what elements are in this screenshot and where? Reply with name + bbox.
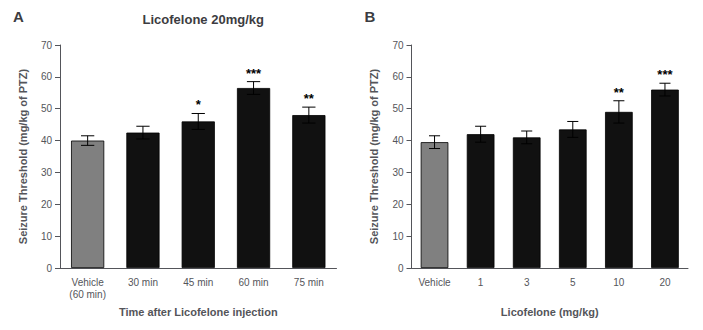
svg-text:**: ** (304, 91, 315, 106)
svg-text:10: 10 (613, 277, 625, 288)
svg-text:A: A (13, 8, 24, 25)
svg-text:Time after Licofelone injectio: Time after Licofelone injection (119, 306, 278, 318)
svg-text:B: B (365, 8, 376, 25)
svg-text:***: *** (657, 67, 673, 82)
svg-text:70: 70 (41, 40, 53, 51)
svg-text:30 min: 30 min (128, 277, 158, 288)
svg-text:Seizure Threshold (mg/kg of PT: Seizure Threshold (mg/kg of PTZ) (17, 68, 29, 244)
svg-text:Vehicle: Vehicle (72, 277, 105, 288)
svg-text:**: ** (614, 85, 625, 100)
svg-text:50: 50 (392, 103, 404, 114)
svg-text:1: 1 (478, 277, 484, 288)
svg-text:20: 20 (659, 277, 671, 288)
svg-text:45 min: 45 min (183, 277, 213, 288)
svg-text:5: 5 (570, 277, 576, 288)
svg-text:***: *** (246, 66, 262, 81)
svg-text:(60 min): (60 min) (69, 289, 106, 300)
svg-text:Licofelone (mg/kg): Licofelone (mg/kg) (501, 306, 599, 318)
svg-text:60: 60 (392, 71, 404, 82)
svg-text:0: 0 (46, 263, 52, 274)
svg-text:60: 60 (41, 71, 53, 82)
svg-text:20: 20 (392, 199, 404, 210)
svg-text:20: 20 (41, 199, 53, 210)
svg-text:10: 10 (392, 231, 404, 242)
svg-text:*: * (196, 97, 202, 112)
svg-text:40: 40 (392, 135, 404, 146)
svg-text:40: 40 (41, 135, 53, 146)
svg-text:30: 30 (392, 167, 404, 178)
svg-text:70: 70 (392, 40, 404, 51)
svg-text:60 min: 60 min (239, 277, 269, 288)
svg-text:Vehicle: Vehicle (418, 277, 451, 288)
svg-text:30: 30 (41, 167, 53, 178)
svg-text:0: 0 (398, 263, 404, 274)
svg-text:10: 10 (41, 231, 53, 242)
svg-text:3: 3 (524, 277, 530, 288)
svg-text:Seizure Threshold (mg/kg of PT: Seizure Threshold (mg/kg of PTZ) (368, 68, 380, 244)
svg-text:50: 50 (41, 103, 53, 114)
svg-text:Licofelone 20mg/kg: Licofelone 20mg/kg (143, 12, 264, 27)
svg-text:75 min: 75 min (294, 277, 324, 288)
